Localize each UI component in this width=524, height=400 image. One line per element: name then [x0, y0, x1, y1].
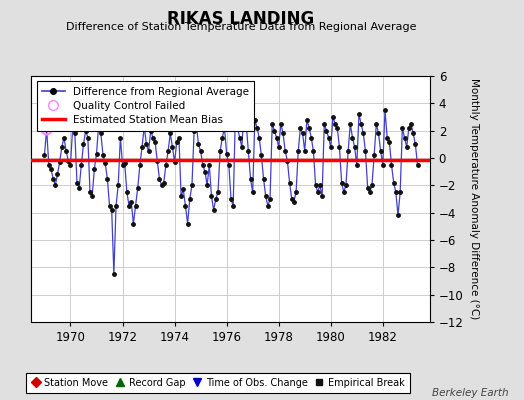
- Point: [42, 126, 51, 132]
- Legend: Difference from Regional Average, Quality Control Failed, Estimated Station Mean: Difference from Regional Average, Qualit…: [37, 81, 254, 131]
- Text: Difference of Station Temperature Data from Regional Average: Difference of Station Temperature Data f…: [66, 22, 416, 32]
- Legend: Station Move, Record Gap, Time of Obs. Change, Empirical Break: Station Move, Record Gap, Time of Obs. C…: [26, 374, 410, 393]
- Y-axis label: Monthly Temperature Anomaly Difference (°C): Monthly Temperature Anomaly Difference (…: [469, 78, 479, 320]
- Text: RIKAS LANDING: RIKAS LANDING: [167, 10, 315, 28]
- Text: Berkeley Earth: Berkeley Earth: [432, 388, 508, 398]
